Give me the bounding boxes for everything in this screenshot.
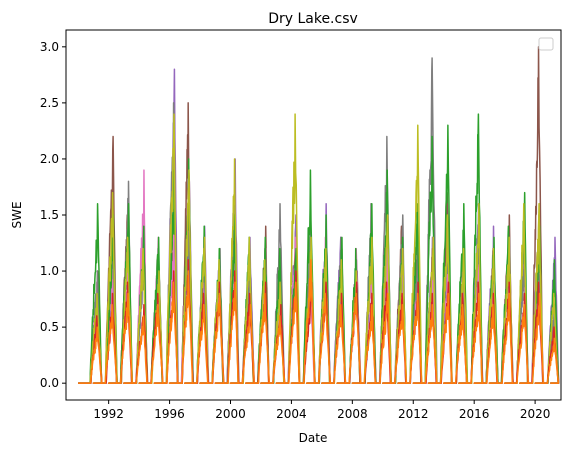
series-line-3 bbox=[78, 57, 559, 384]
x-tick-label: 2008 bbox=[337, 407, 368, 421]
series-line-2 bbox=[78, 169, 559, 384]
y-tick-label: 2.0 bbox=[40, 152, 59, 166]
chart-title: Dry Lake.csv bbox=[268, 11, 358, 27]
y-tick-label: 1.0 bbox=[40, 264, 59, 278]
y-tick-label: 0.0 bbox=[40, 376, 59, 390]
series-layer bbox=[78, 46, 560, 384]
legend-box bbox=[538, 37, 554, 51]
x-axis: 1992 1996 2000 2004 2008 2012 2016 2020 bbox=[93, 400, 550, 421]
series-line-5 bbox=[78, 113, 559, 384]
y-tick-label: 1.5 bbox=[40, 208, 59, 222]
x-axis-label: Date bbox=[299, 431, 328, 445]
series-line-1 bbox=[78, 46, 560, 384]
y-tick-label: 0.5 bbox=[40, 320, 59, 334]
series-line-0 bbox=[78, 68, 560, 384]
series-line-7 bbox=[78, 259, 560, 384]
x-tick-label: 1992 bbox=[93, 407, 124, 421]
y-axis: 0.0 0.5 1.0 1.5 2.0 2.5 3.0 bbox=[40, 40, 66, 390]
x-tick-label: 2004 bbox=[276, 407, 307, 421]
y-tick-label: 3.0 bbox=[40, 40, 59, 54]
x-tick-label: 1996 bbox=[154, 407, 185, 421]
x-tick-label: 2020 bbox=[520, 407, 551, 421]
x-tick-label: 2000 bbox=[215, 407, 246, 421]
y-tick-label: 2.5 bbox=[40, 96, 59, 110]
series-line-4 bbox=[78, 113, 560, 384]
y-axis-label: SWE bbox=[10, 201, 24, 228]
x-tick-label: 2012 bbox=[398, 407, 429, 421]
x-tick-label: 2016 bbox=[459, 407, 490, 421]
